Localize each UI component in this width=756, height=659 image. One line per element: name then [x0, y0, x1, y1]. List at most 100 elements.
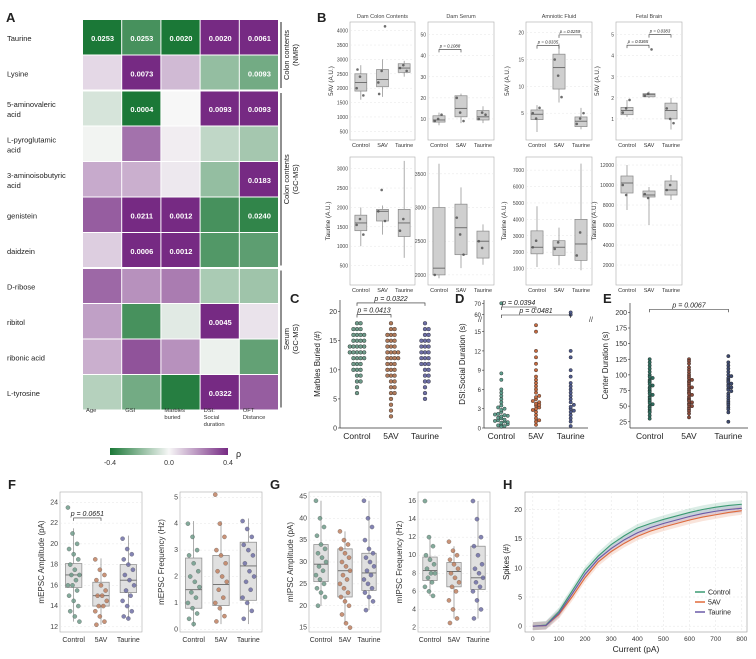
data-point [392, 332, 397, 338]
heatmap-pvalue: 0.0253 [130, 34, 153, 43]
data-point [358, 373, 363, 378]
data-point [249, 534, 255, 540]
significance-bracket [438, 49, 462, 53]
data-point [647, 360, 652, 365]
data-point [568, 397, 573, 401]
y-tick-label: 10 [408, 552, 416, 559]
data-point [505, 420, 510, 425]
y-tick-label: 35 [299, 537, 307, 544]
heatmap-row-label: ribonic acid [7, 353, 45, 362]
data-point [455, 216, 459, 219]
heatmap-cell [122, 268, 161, 303]
y-tick-label: 100 [615, 372, 627, 379]
heatmap-cell [239, 20, 278, 55]
data-point [568, 419, 573, 424]
data-point [222, 613, 227, 619]
y-axis-label: 5AV (A.U.) [504, 66, 511, 96]
data-point [396, 350, 401, 355]
data-point [534, 374, 538, 379]
box [664, 102, 678, 120]
y-tick-label: 5 [521, 111, 524, 117]
data-point [429, 580, 435, 585]
y-tick-label: 3 [174, 547, 178, 554]
x-tick-label: Taurine [714, 431, 742, 441]
data-point [647, 369, 652, 374]
data-point [553, 58, 557, 61]
x-tick-label: Taurine [395, 288, 413, 294]
x-tick-label: Control [618, 288, 636, 294]
data-point [191, 621, 196, 627]
data-point [499, 397, 504, 401]
y-tick-label: 10 [514, 565, 522, 572]
box [574, 116, 588, 127]
heatmap-cell [239, 233, 278, 268]
significance-label: p = 0.0322 [373, 296, 407, 303]
data-point [496, 423, 501, 428]
data-point [493, 412, 497, 417]
y-tick-label: 1500 [337, 225, 348, 231]
data-point [419, 361, 424, 367]
data-point [726, 410, 731, 415]
y-tick-label: 9 [478, 369, 482, 375]
data-point [224, 579, 229, 585]
data-point [362, 332, 367, 338]
data-point [123, 588, 129, 593]
significance-label: p = 0.0365 [627, 39, 649, 44]
data-point [388, 396, 394, 402]
data-point [70, 531, 75, 536]
x-tick-label: Control [618, 143, 636, 149]
data-point [530, 399, 535, 403]
data-point [380, 69, 383, 73]
data-point [323, 559, 329, 565]
data-point [370, 551, 376, 556]
x-tick-label: Taurine [237, 637, 260, 644]
data-point [241, 542, 246, 548]
data-point [318, 542, 324, 547]
data-point [250, 553, 256, 558]
data-point [455, 96, 459, 100]
data-point [347, 568, 353, 574]
data-point [650, 402, 655, 407]
x-tick-label: Control [528, 288, 546, 294]
data-point [388, 326, 394, 332]
data-point [729, 374, 734, 379]
data-point [74, 588, 80, 593]
data-point [726, 419, 731, 424]
y-tick-label: 3000 [513, 234, 524, 240]
heatmap-cell [239, 375, 278, 410]
data-point [361, 577, 367, 582]
data-point [187, 574, 193, 579]
heatmap-cell [200, 55, 239, 90]
box [530, 109, 544, 120]
data-point [347, 344, 352, 349]
y-axis-label: Marbles Buried (#) [313, 331, 322, 397]
data-point [354, 367, 360, 372]
data-point [355, 86, 358, 90]
data-point [371, 564, 377, 569]
box [432, 207, 446, 276]
significance-bracket [648, 34, 672, 38]
data-point [341, 537, 347, 543]
x-tick-label: Control [352, 288, 370, 294]
panel-b-subplot: 500 1000 1500 2000 2500 3000 Taurine (A.U.) Con… [325, 156, 416, 294]
heatmap-cell [83, 268, 122, 303]
data-point [365, 516, 371, 521]
data-point [496, 415, 501, 420]
data-point [364, 568, 370, 574]
scatter-panel-e: 25 50 75 100 125 150 175 200 Center Duration (s)… [601, 302, 748, 441]
colorbar-label: ρ [236, 449, 241, 459]
y-tick-label: 3 [611, 75, 614, 81]
data-point [398, 66, 402, 70]
heatmap-row-label: L-tyrosine [7, 389, 40, 398]
data-point [240, 518, 245, 524]
y-tick-label: 50 [619, 404, 627, 411]
data-point [568, 413, 573, 418]
heatmap-cell [122, 162, 161, 197]
y-tick-label: 8 [412, 570, 416, 577]
data-point [726, 407, 731, 412]
data-point [534, 401, 538, 406]
data-point [341, 586, 347, 591]
data-point [102, 619, 107, 624]
data-point [369, 524, 375, 530]
